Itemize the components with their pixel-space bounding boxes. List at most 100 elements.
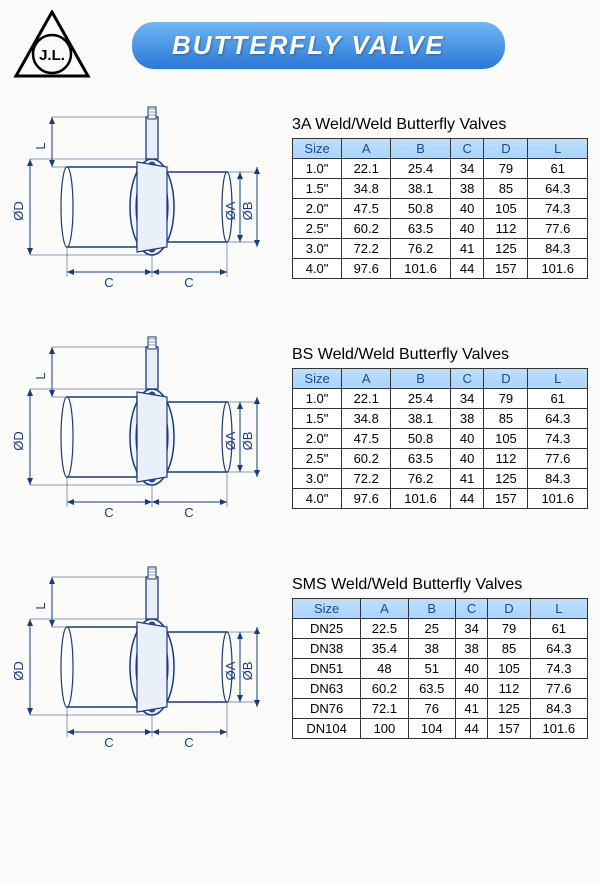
cell: 22.1: [342, 158, 391, 178]
cell: 34.8: [342, 178, 391, 198]
cell: DN76: [293, 698, 361, 718]
cell: 77.6: [530, 678, 587, 698]
col-header: C: [455, 598, 487, 618]
col-header: C: [450, 138, 484, 158]
cell: 60.2: [342, 448, 391, 468]
cell: 79: [484, 388, 528, 408]
col-header: D: [484, 138, 528, 158]
col-header: Size: [293, 598, 361, 618]
table-row: DN5148514010574.3: [293, 658, 588, 678]
cell: 41: [450, 238, 484, 258]
cell: 85: [484, 408, 528, 428]
cell: 35.4: [361, 638, 408, 658]
cell: 84.3: [528, 468, 588, 488]
cell: 79: [488, 618, 530, 638]
spec-table: SizeABCDLDN2522.525347961DN3835.43838856…: [292, 598, 588, 739]
cell: 38: [455, 638, 487, 658]
cell: 47.5: [342, 428, 391, 448]
cell: 101.6: [391, 488, 451, 508]
cell: 41: [450, 468, 484, 488]
cell: 60.2: [361, 678, 408, 698]
cell: 112: [484, 448, 528, 468]
col-header: A: [342, 368, 391, 388]
cell: 64.3: [530, 638, 587, 658]
cell: 3.0": [293, 468, 342, 488]
cell: 105: [484, 198, 528, 218]
col-header: Size: [293, 138, 342, 158]
header: J.L. BUTTERFLY VALVE: [12, 10, 588, 80]
col-header: Size: [293, 368, 342, 388]
cell: 72.2: [342, 468, 391, 488]
cell: 1.0": [293, 158, 342, 178]
spec-table-block: BS Weld/Weld Butterfly ValvesSizeABCDL1.…: [292, 346, 588, 509]
cell: 157: [488, 718, 530, 738]
cell: 63.5: [391, 218, 451, 238]
cell: 38: [408, 638, 455, 658]
col-header: A: [342, 138, 391, 158]
cell: 40: [450, 218, 484, 238]
col-header: L: [530, 598, 587, 618]
col-header: D: [484, 368, 528, 388]
cell: 101.6: [528, 488, 588, 508]
cell: 79: [484, 158, 528, 178]
cell: 112: [484, 218, 528, 238]
table-row: DN2522.525347961: [293, 618, 588, 638]
cell: 34: [450, 388, 484, 408]
col-header: D: [488, 598, 530, 618]
cell: 40: [450, 428, 484, 448]
valve-diagram: [12, 322, 272, 532]
cell: 40: [455, 658, 487, 678]
col-header: B: [391, 368, 451, 388]
table-row: DN6360.263.54011277.6: [293, 678, 588, 698]
cell: 85: [484, 178, 528, 198]
cell: 25: [408, 618, 455, 638]
cell: 22.1: [342, 388, 391, 408]
cell: 72.2: [342, 238, 391, 258]
cell: 74.3: [528, 428, 588, 448]
cell: 47.5: [342, 198, 391, 218]
cell: 63.5: [408, 678, 455, 698]
cell: 38.1: [391, 178, 451, 198]
cell: 157: [484, 258, 528, 278]
table-row: 1.0"22.125.4347961: [293, 388, 588, 408]
cell: DN38: [293, 638, 361, 658]
valve-section: SMS Weld/Weld Butterfly ValvesSizeABCDLD…: [12, 552, 588, 762]
cell: 157: [484, 488, 528, 508]
col-header: C: [450, 368, 484, 388]
table-row: 3.0"72.276.24112584.3: [293, 238, 588, 258]
cell: 76.2: [391, 238, 451, 258]
cell: 3.0": [293, 238, 342, 258]
cell: 34: [450, 158, 484, 178]
cell: DN51: [293, 658, 361, 678]
cell: 63.5: [391, 448, 451, 468]
cell: 40: [450, 198, 484, 218]
cell: 1.0": [293, 388, 342, 408]
cell: 77.6: [528, 218, 588, 238]
col-header: L: [528, 368, 588, 388]
cell: 48: [361, 658, 408, 678]
cell: 4.0": [293, 488, 342, 508]
cell: 2.0": [293, 198, 342, 218]
cell: 77.6: [528, 448, 588, 468]
spec-table: SizeABCDL1.0"22.125.43479611.5"34.838.13…: [292, 368, 588, 509]
spec-table: SizeABCDL1.0"22.125.43479611.5"34.838.13…: [292, 138, 588, 279]
col-header: L: [528, 138, 588, 158]
svg-text:J.L.: J.L.: [39, 47, 65, 64]
cell: 44: [450, 258, 484, 278]
cell: 60.2: [342, 218, 391, 238]
table-row: 1.5"34.838.1388564.3: [293, 408, 588, 428]
page-title: BUTTERFLY VALVE: [132, 22, 505, 69]
cell: 2.5": [293, 218, 342, 238]
col-header: A: [361, 598, 408, 618]
cell: 64.3: [528, 408, 588, 428]
cell: 104: [408, 718, 455, 738]
table-row: 2.0"47.550.84010574.3: [293, 428, 588, 448]
cell: 97.6: [342, 258, 391, 278]
cell: 34.8: [342, 408, 391, 428]
cell: 25.4: [391, 158, 451, 178]
cell: 74.3: [530, 658, 587, 678]
cell: 84.3: [530, 698, 587, 718]
spec-table-block: SMS Weld/Weld Butterfly ValvesSizeABCDLD…: [292, 576, 588, 739]
cell: 101.6: [391, 258, 451, 278]
cell: 61: [528, 388, 588, 408]
